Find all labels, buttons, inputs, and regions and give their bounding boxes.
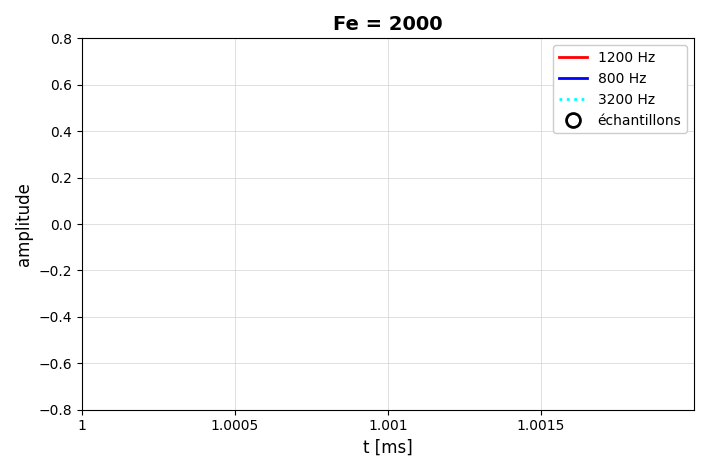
X-axis label: t [ms]: t [ms] — [363, 439, 413, 457]
1200 Hz — [189, 0, 197, 6]
Line: 1200 Hz: 1200 Hz — [82, 2, 694, 3]
800 Hz — [78, 442, 86, 447]
800 Hz — [535, 441, 543, 447]
Legend: 1200 Hz, 800 Hz, 3200 Hz, échantillons: 1200 Hz, 800 Hz, 3200 Hz, échantillons — [553, 45, 687, 133]
800 Hz — [690, 441, 698, 447]
1200 Hz — [476, 0, 484, 5]
Line: 3200 Hz: 3200 Hz — [82, 0, 694, 3]
3200 Hz — [311, 0, 320, 5]
3200 Hz — [78, 0, 86, 6]
800 Hz — [581, 441, 589, 447]
3200 Hz — [581, 0, 589, 4]
1200 Hz — [690, 0, 698, 5]
800 Hz — [311, 442, 320, 447]
800 Hz — [445, 441, 453, 447]
Line: 800 Hz: 800 Hz — [82, 444, 694, 445]
1200 Hz — [581, 0, 589, 5]
1200 Hz — [78, 0, 86, 6]
3200 Hz — [189, 0, 197, 6]
Y-axis label: amplitude: amplitude — [15, 182, 33, 266]
3200 Hz — [445, 0, 453, 4]
3200 Hz — [690, 0, 698, 3]
800 Hz — [476, 441, 484, 447]
3200 Hz — [476, 0, 484, 4]
800 Hz — [189, 442, 197, 447]
3200 Hz — [535, 0, 543, 4]
Title: Fe = 2000: Fe = 2000 — [333, 15, 442, 34]
1200 Hz — [445, 0, 453, 6]
1200 Hz — [311, 0, 320, 6]
1200 Hz — [535, 0, 543, 5]
